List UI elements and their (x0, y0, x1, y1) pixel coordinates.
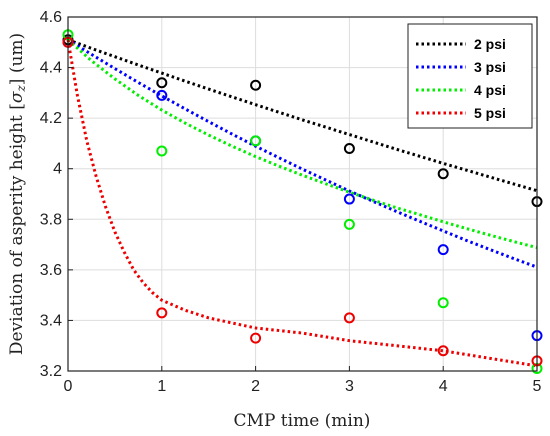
plot-frame (67, 16, 538, 372)
data-point-4-psi (343, 218, 355, 230)
legend-box (407, 23, 533, 129)
y-tick-label: 3.4 (40, 312, 62, 329)
y-axis: 3.2 3.4 3.6 3.8 4 4.2 4.4 4.6 (40, 9, 73, 380)
x-tick-label: 5 (533, 378, 542, 395)
data-point-2-psi (437, 168, 449, 180)
y-tick-label: 4.6 (40, 9, 62, 26)
x-tick-label: 2 (251, 378, 260, 395)
y-axis-label: Deviation of asperity height [σz] (um) (7, 33, 28, 355)
legend-label-5-psi: 5 psi (474, 105, 506, 121)
x-tick-label: 1 (157, 378, 166, 395)
x-axis-label: CMP time (min) (234, 411, 371, 431)
x-tick-label: 0 (64, 378, 73, 395)
data-point-5-psi (156, 307, 168, 319)
legend-items: 2 psi 3 psi 4 psi 5 psi (416, 36, 506, 121)
y-axis-label-main: Deviation of asperity height [ (7, 103, 27, 355)
y-tick-label: 4 (53, 161, 62, 178)
y-axis-label-symbol: σ (7, 91, 27, 103)
data-point-3-psi (156, 89, 168, 101)
data-point-5-psi (343, 312, 355, 324)
legend-label-3-psi: 3 psi (474, 59, 506, 75)
data-point-3-psi (437, 244, 449, 256)
y-axis-label-subscript: z (14, 85, 28, 93)
data-point-2-psi (250, 79, 262, 91)
fit-line-5-psi (66, 39, 538, 368)
y-tick-label: 4.4 (40, 60, 62, 77)
legend-label-2-psi: 2 psi (474, 36, 506, 52)
data-point-3-psi (343, 193, 355, 205)
legend: 2 psi 3 psi 4 psi 5 psi (407, 23, 533, 129)
y-tick-label: 4.2 (40, 110, 62, 127)
data-point-5-psi (437, 345, 449, 357)
y-axis-label-tail: ] (um) (7, 33, 27, 85)
fit-lines (66, 38, 538, 368)
y-tick-label: 3.6 (40, 262, 62, 279)
x-tick-label: 4 (439, 378, 448, 395)
data-point-4-psi (156, 145, 168, 157)
y-tick-label: 3.2 (40, 363, 62, 380)
x-axis: 0 1 2 3 4 5 (64, 366, 542, 395)
data-point-2-psi (156, 77, 168, 89)
data-point-4-psi (437, 297, 449, 309)
data-point-2-psi (343, 142, 355, 154)
data-point-5-psi (250, 332, 262, 344)
legend-label-4-psi: 4 psi (474, 82, 506, 98)
x-tick-label: 3 (345, 378, 354, 395)
data-point-4-psi (250, 135, 262, 147)
fit-line-2-psi (67, 38, 538, 193)
y-tick-label: 3.8 (40, 211, 62, 228)
